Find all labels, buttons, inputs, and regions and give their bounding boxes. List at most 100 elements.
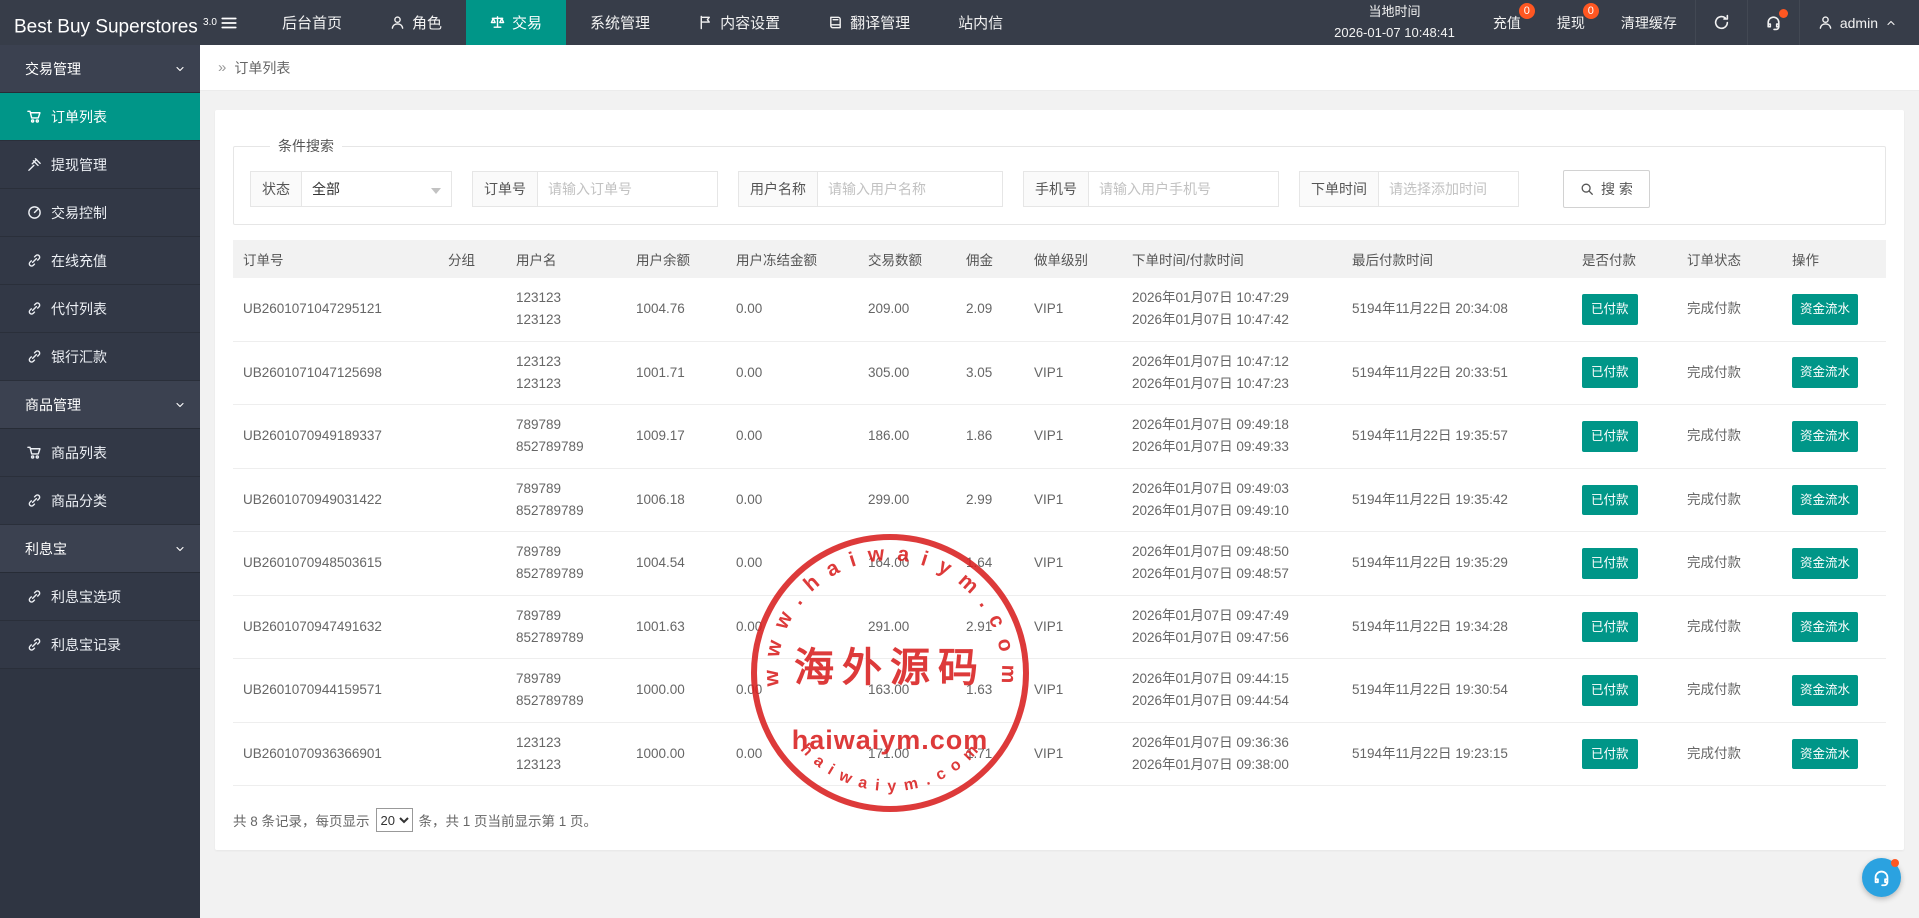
search-legend: 条件搜索 — [278, 138, 334, 154]
pager-prefix: 共 8 条记录，每页显示 — [233, 814, 370, 830]
cell-group — [438, 658, 506, 723]
customer-service-button[interactable] — [1862, 858, 1901, 897]
user-menu[interactable]: admin — [1798, 0, 1919, 45]
order-no-group: 订单号 — [472, 171, 718, 207]
cell-group — [438, 341, 506, 406]
nav-item-mail[interactable]: 站内信 — [958, 15, 1004, 32]
fund-flow-button[interactable]: 资金流水 — [1792, 421, 1859, 452]
user-name-input[interactable] — [818, 171, 1003, 207]
cart-icon — [27, 109, 42, 124]
cell-action: 资金流水 — [1782, 468, 1886, 533]
col-order-time: 下单时间/付款时间 — [1122, 240, 1342, 278]
cell-status: 完成付款 — [1677, 404, 1782, 469]
phone-group: 手机号 — [1023, 171, 1279, 207]
local-time-value: 2026-01-07 10:48:41 — [1334, 24, 1455, 40]
cell-order-no: UB2601070947491632 — [233, 595, 438, 660]
search-button[interactable]: 搜 索 — [1563, 170, 1650, 208]
cell-status: 完成付款 — [1677, 658, 1782, 723]
clear-cache-button[interactable]: 清理缓存 — [1620, 14, 1677, 31]
phone-input[interactable] — [1089, 171, 1279, 207]
sidebar-toggle-button[interactable] — [200, 0, 258, 45]
col-last-pay: 最后付款时间 — [1342, 240, 1572, 278]
cell-balance: 1004.76 — [626, 278, 726, 342]
select-arrow-icon — [431, 188, 441, 194]
cell-commission: 3.05 — [956, 341, 1024, 406]
pagination: 共 8 条记录，每页显示 20 条，共 1 页当前显示第 1 页。 — [233, 808, 1886, 833]
cell-action: 资金流水 — [1782, 278, 1886, 342]
sidebar-item-withdraw-mgmt[interactable]: 提现管理 — [0, 141, 200, 189]
cell-action: 资金流水 — [1782, 722, 1886, 787]
cell-username: 789789 852789789 — [506, 595, 626, 660]
fund-flow-button[interactable]: 资金流水 — [1792, 548, 1859, 579]
cell-amount: 171.00 — [858, 722, 956, 787]
cell-commission: 2.09 — [956, 278, 1024, 342]
col-amount: 交易数额 — [858, 240, 956, 278]
cell-status: 完成付款 — [1677, 341, 1782, 406]
sidebar-item-pay-list[interactable]: 代付列表 — [0, 285, 200, 333]
cell-last-pay: 5194年11月22日 19:34:28 — [1342, 595, 1572, 660]
cell-group — [438, 722, 506, 787]
col-frozen: 用户冻结金额 — [726, 240, 858, 278]
cell-last-pay: 5194年11月22日 20:33:51 — [1342, 341, 1572, 406]
gavel-icon — [27, 157, 42, 172]
link-icon — [27, 589, 42, 604]
fund-flow-button[interactable]: 资金流水 — [1792, 738, 1859, 770]
fund-flow-button[interactable]: 资金流水 — [1792, 675, 1859, 706]
fund-flow-button[interactable]: 资金流水 — [1792, 293, 1859, 325]
sidebar-item-bank-transfer[interactable]: 银行汇款 — [0, 333, 200, 381]
notification-dot — [1778, 9, 1788, 18]
sidebar-item-interest-options[interactable]: 利息宝选项 — [0, 573, 200, 621]
recharge-button[interactable]: 充值 0 — [1475, 0, 1539, 45]
table-row: UB2601070947491632 789789 852789789 1001.… — [233, 595, 1886, 660]
fund-flow-button[interactable]: 资金流水 — [1792, 611, 1859, 643]
nav-item-home[interactable]: 后台首页 — [282, 15, 343, 32]
sidebar-group-interest[interactable]: 利息宝 — [0, 525, 200, 573]
table-row: UB2601070936366901 123123 123123 1000.00 … — [233, 722, 1886, 787]
cell-order-no: UB2601070949189337 — [233, 404, 438, 469]
local-time-label: 当地时间 — [1368, 3, 1421, 19]
status-select[interactable]: 全部 — [302, 171, 452, 207]
sidebar-item-interest-records[interactable]: 利息宝记录 — [0, 621, 200, 669]
headset-icon — [1872, 868, 1891, 887]
page-size-select[interactable]: 20 — [375, 808, 413, 833]
paid-badge: 已付款 — [1582, 738, 1638, 770]
col-status: 订单状态 — [1677, 240, 1782, 278]
cell-action: 资金流水 — [1782, 658, 1886, 723]
nav-item-roles[interactable]: 角色 — [366, 0, 466, 45]
refresh-icon — [1713, 14, 1730, 31]
nav-item-trade[interactable]: 交易 — [466, 0, 567, 45]
cell-username: 789789 852789789 — [506, 658, 626, 723]
col-vip: 做单级别 — [1024, 240, 1122, 278]
sidebar-group-trade[interactable]: 交易管理 — [0, 45, 200, 93]
cell-frozen: 0.00 — [726, 278, 858, 342]
cell-last-pay: 5194年11月22日 19:35:29 — [1342, 531, 1572, 596]
nav-item-content[interactable]: 内容设置 — [674, 0, 804, 45]
status-label: 状态 — [250, 171, 302, 207]
cell-order-time: 2026年01月07日 09:49:03 2026年01月07日 09:49:10 — [1122, 468, 1342, 533]
sidebar-item-trade-control[interactable]: 交易控制 — [0, 189, 200, 237]
link-icon — [27, 637, 42, 652]
order-no-input[interactable] — [538, 171, 718, 207]
cell-action: 资金流水 — [1782, 531, 1886, 596]
table-row: UB2601070944159571 789789 852789789 1000.… — [233, 658, 1886, 723]
notifications-button[interactable] — [1746, 0, 1799, 45]
nav-item-translate[interactable]: 翻译管理 — [804, 0, 934, 45]
refresh-button[interactable] — [1694, 0, 1747, 45]
fund-flow-button[interactable]: 资金流水 — [1792, 484, 1859, 516]
cell-order-time: 2026年01月07日 09:48:50 2026年01月07日 09:48:57 — [1122, 531, 1342, 596]
sidebar-item-goods-category[interactable]: 商品分类 — [0, 477, 200, 525]
cell-vip: VIP1 — [1024, 658, 1122, 723]
withdraw-button[interactable]: 提现 0 — [1539, 0, 1603, 45]
sidebar-item-goods-list[interactable]: 商品列表 — [0, 429, 200, 477]
fund-flow-button[interactable]: 资金流水 — [1792, 357, 1859, 389]
table-row: UB2601070948503615 789789 852789789 1004.… — [233, 531, 1886, 596]
cell-commission: 2.99 — [956, 468, 1024, 533]
order-time-input[interactable] — [1379, 171, 1519, 207]
nav-item-system[interactable]: 系统管理 — [590, 15, 651, 32]
book-icon — [828, 15, 843, 30]
withdraw-badge: 0 — [1582, 3, 1599, 19]
cell-paid: 已付款 — [1572, 722, 1677, 787]
sidebar-item-online-recharge[interactable]: 在线充值 — [0, 237, 200, 285]
sidebar-group-goods[interactable]: 商品管理 — [0, 381, 200, 429]
sidebar-item-order-list[interactable]: 订单列表 — [0, 93, 200, 141]
